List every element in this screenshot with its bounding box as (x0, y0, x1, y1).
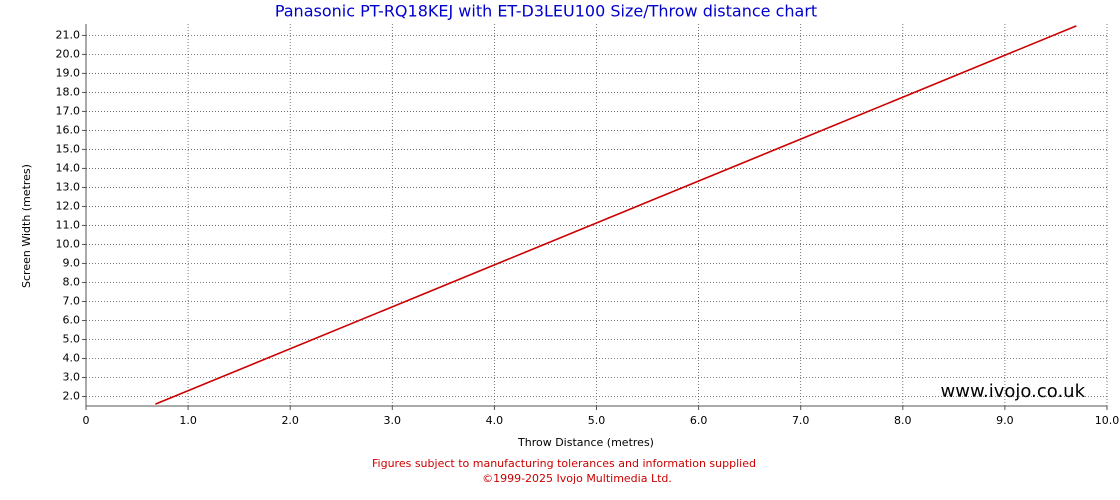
note: Figures subject to manufacturing toleran… (372, 457, 756, 470)
y-tick-label: 11.0 (56, 218, 81, 231)
y-tick-label: 4.0 (63, 351, 81, 364)
watermark: www.ivojo.co.uk (941, 381, 1086, 402)
x-tick-label: 0 (83, 414, 90, 427)
x-tick-label: 10.0 (1095, 414, 1120, 427)
y-tick-label: 6.0 (63, 313, 81, 326)
x-axis-label: Throw Distance (metres) (517, 436, 654, 449)
y-tick-label: 10.0 (56, 237, 81, 250)
y-tick-label: 16.0 (56, 123, 81, 136)
y-tick-label: 7.0 (63, 294, 81, 307)
note: ©1999-2025 Ivojo Multimedia Ltd. (482, 472, 672, 485)
y-tick-label: 9.0 (63, 256, 81, 269)
x-tick-label: 9.0 (996, 414, 1014, 427)
y-tick-label: 5.0 (63, 332, 81, 345)
x-tick-label: 7.0 (792, 414, 810, 427)
y-tick-label: 2.0 (63, 389, 81, 402)
y-tick-label: 14.0 (56, 161, 81, 174)
y-axis-label: Screen Width (metres) (20, 164, 33, 288)
y-tick-label: 13.0 (56, 180, 81, 193)
y-tick-label: 21.0 (56, 28, 81, 41)
x-tick-label: 1.0 (179, 414, 197, 427)
y-tick-label: 15.0 (56, 142, 81, 155)
y-tick-label: 19.0 (56, 66, 81, 79)
x-tick-label: 8.0 (894, 414, 912, 427)
y-tick-label: 3.0 (63, 370, 81, 383)
x-tick-label: 3.0 (384, 414, 402, 427)
y-tick-label: 12.0 (56, 199, 81, 212)
y-tick-label: 8.0 (63, 275, 81, 288)
data-line (155, 25, 1077, 405)
y-tick-label: 17.0 (56, 104, 81, 117)
x-tick-label: 6.0 (690, 414, 708, 427)
x-tick-label: 4.0 (486, 414, 504, 427)
chart-title: Panasonic PT-RQ18KEJ with ET-D3LEU100 Si… (275, 2, 817, 21)
x-tick-label: 5.0 (588, 414, 606, 427)
y-tick-label: 20.0 (56, 47, 81, 60)
y-tick-label: 18.0 (56, 85, 81, 98)
x-tick-label: 2.0 (281, 414, 299, 427)
